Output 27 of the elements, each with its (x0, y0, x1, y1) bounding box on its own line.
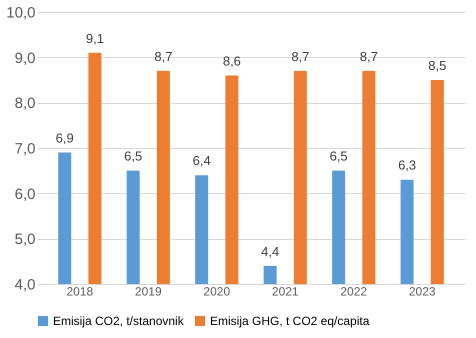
data-label: 8,7 (291, 48, 310, 64)
data-label: 9,1 (86, 30, 104, 46)
data-label: 6,5 (330, 148, 348, 164)
data-label: 8,5 (428, 58, 446, 73)
data-label: 6,4 (192, 153, 211, 168)
x-tick-label: 2022 (340, 284, 368, 298)
data-label: 4,4 (261, 244, 280, 259)
data-label: 6,5 (124, 148, 142, 164)
legend-label: Emisija CO2, t/stanovnik (53, 314, 185, 328)
y-tick-label: 10,0 (6, 4, 36, 22)
x-tick-label: 2023 (408, 284, 436, 298)
x-tick-label: 2019 (134, 284, 162, 298)
y-tick-label: 7,0 (14, 140, 36, 158)
x-tick-label: 2018 (66, 284, 94, 298)
y-tick-label: 4,0 (14, 276, 36, 294)
legend-label: Emisija GHG, t CO2 eq/capita (210, 314, 370, 328)
data-label: 6,3 (398, 158, 416, 173)
data-label: 8,7 (360, 48, 378, 64)
data-label: 8,6 (222, 53, 241, 68)
y-tick-label: 8,0 (14, 95, 36, 112)
data-label: 6,9 (56, 130, 74, 146)
data-label: 8,7 (154, 48, 172, 64)
x-tick-label: 2021 (272, 284, 299, 298)
x-tick-label: 2020 (203, 284, 230, 298)
y-tick-label: 5,0 (14, 231, 36, 248)
y-tick-label: 9,0 (14, 50, 36, 67)
y-tick-label: 6,0 (14, 186, 36, 203)
